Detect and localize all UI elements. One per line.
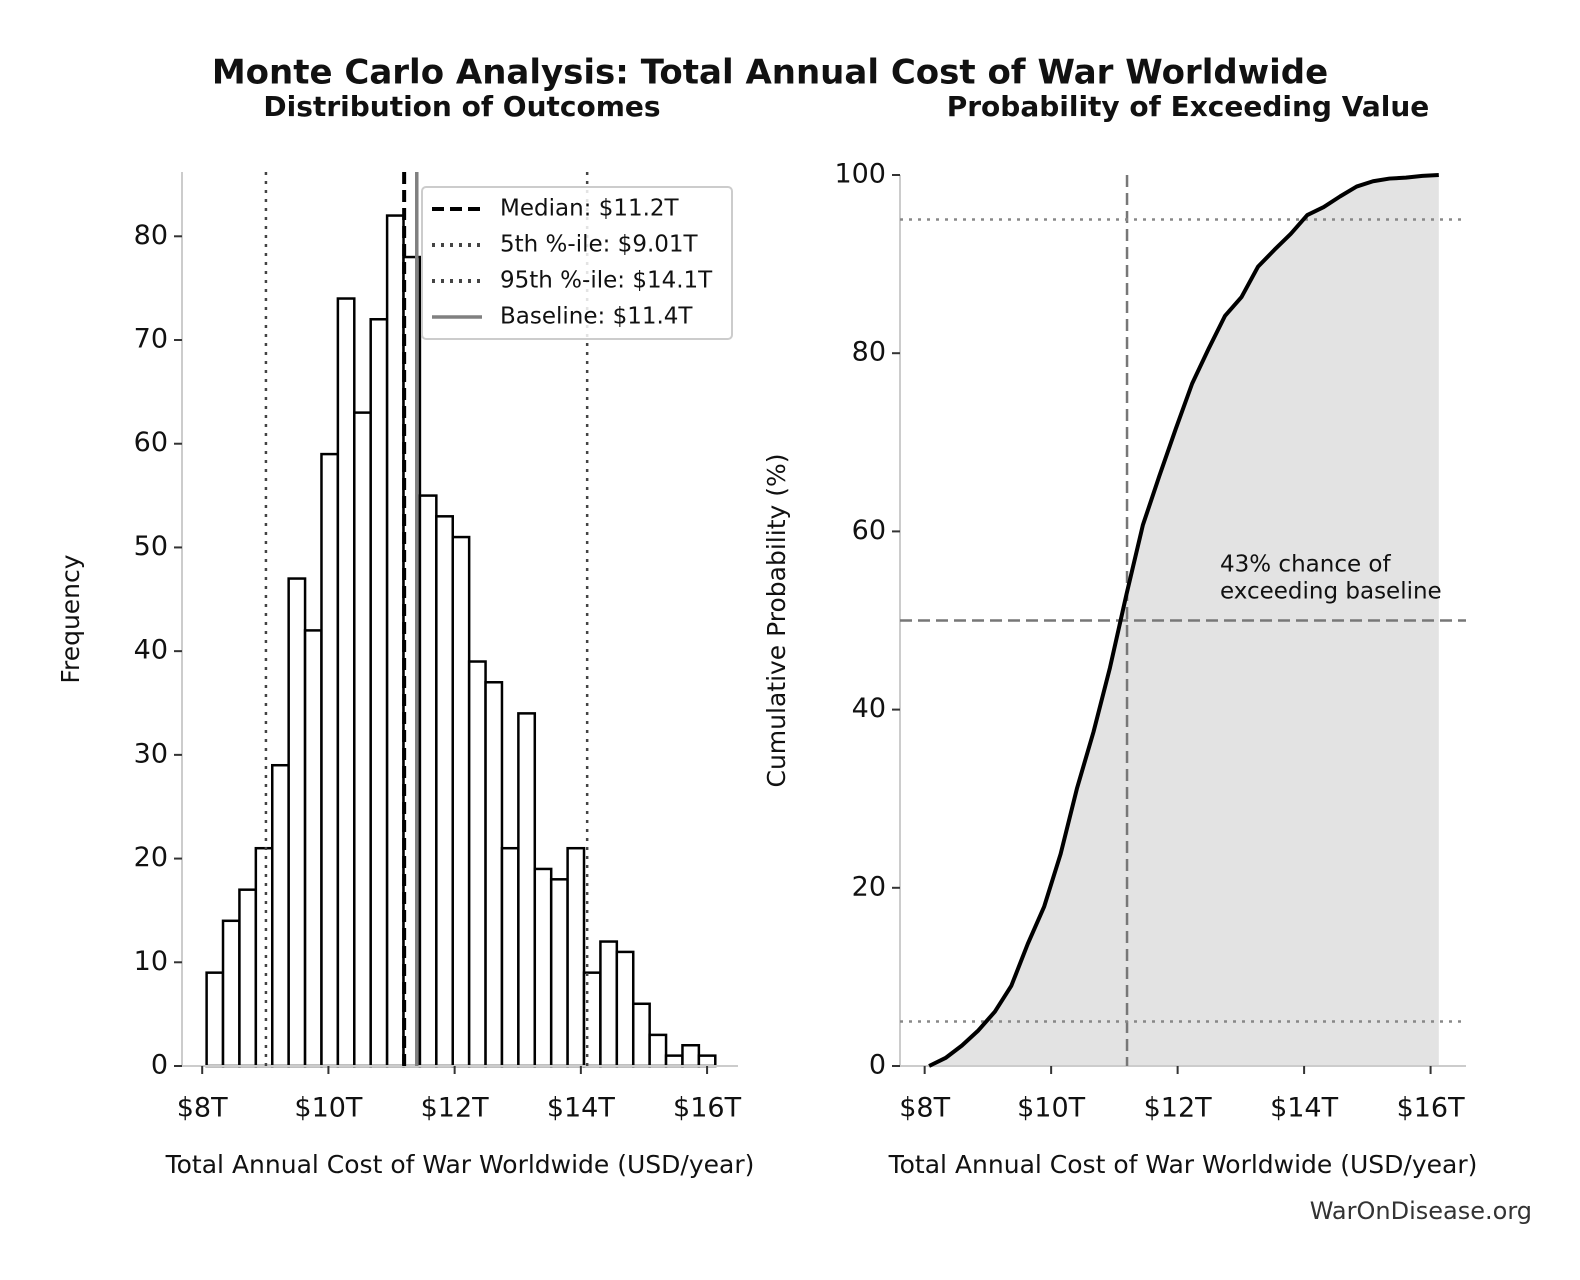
annotation: 43% chance of — [1220, 552, 1392, 578]
y-tick-label: 80 — [852, 337, 886, 368]
bar — [270, 763, 290, 1068]
bar — [353, 411, 372, 1068]
bar — [664, 1054, 684, 1068]
legend-box — [421, 186, 733, 340]
legend-label: 5th %-ile: $9.01T — [500, 232, 699, 258]
bar — [369, 318, 389, 1068]
bar — [648, 1033, 668, 1068]
y-tick-label: 40 — [852, 693, 886, 724]
legend-label: Baseline: $11.4T — [500, 304, 693, 330]
y-tick-label: 0 — [151, 1050, 168, 1081]
x-tick-label: $14T — [547, 1093, 616, 1124]
x-tick-label: $16T — [673, 1093, 742, 1124]
x-tick-label: $12T — [421, 1093, 490, 1124]
subplot-title: Distribution of Outcomes — [263, 90, 660, 123]
bar — [320, 452, 340, 1068]
bar — [303, 629, 323, 1068]
y-tick-label: 60 — [134, 427, 168, 458]
bar — [205, 971, 225, 1068]
x-tick-label: $10T — [1017, 1093, 1086, 1124]
bar — [500, 846, 520, 1068]
y-tick-label: 10 — [134, 946, 168, 977]
bar — [254, 846, 274, 1068]
y-tick-label: 0 — [869, 1050, 886, 1081]
subplot-title: Probability of Exceeding Value — [947, 90, 1430, 123]
bar — [533, 867, 553, 1068]
bar — [681, 1044, 701, 1068]
legend-label: Median: $11.2T — [500, 196, 680, 222]
bar — [566, 846, 586, 1068]
y-tick-label: 30 — [134, 738, 168, 769]
y-tick-label: 100 — [834, 159, 886, 190]
bar — [238, 888, 258, 1068]
y-tick-label: 50 — [134, 531, 168, 562]
y-tick-label: 20 — [852, 871, 886, 902]
bar — [467, 660, 487, 1068]
bar — [517, 712, 537, 1068]
bar — [631, 1002, 651, 1068]
area — [929, 175, 1439, 1066]
bar — [287, 577, 307, 1068]
cdf-line — [928, 173, 1439, 1068]
y-axis-label: Frequency — [56, 554, 85, 683]
x-tick-label: $8T — [899, 1093, 950, 1124]
x-axis-label: Total Annual Cost of War Worldwide (USD/… — [165, 1150, 755, 1179]
y-tick-label: 80 — [134, 220, 168, 251]
bar — [385, 214, 405, 1068]
y-tick-label: 60 — [852, 515, 886, 546]
x-tick-label: $14T — [1270, 1093, 1339, 1124]
bar — [451, 535, 471, 1068]
bar — [435, 515, 454, 1068]
bar — [697, 1054, 717, 1068]
y-tick-label: 70 — [134, 324, 168, 355]
bar — [615, 950, 635, 1068]
bar — [418, 494, 438, 1068]
x-tick-label: $10T — [294, 1093, 363, 1124]
legend-label: 95th %-ile: $14.1T — [500, 268, 713, 294]
y-tick-label: 20 — [134, 842, 168, 873]
y-tick-label: 40 — [134, 635, 168, 666]
bar — [221, 919, 241, 1068]
bar — [599, 940, 619, 1068]
bar — [549, 878, 569, 1068]
y-axis-label: Cumulative Probability (%) — [762, 454, 791, 788]
annotation: exceeding baseline — [1220, 579, 1442, 605]
x-tick-label: $12T — [1144, 1093, 1213, 1124]
source: WarOnDisease.org — [1310, 1197, 1532, 1225]
bar — [484, 681, 504, 1068]
x-tick-label: $16T — [1397, 1093, 1466, 1124]
x-axis-label: Total Annual Cost of War Worldwide (USD/… — [888, 1150, 1478, 1179]
main-title: Monte Carlo Analysis: Total Annual Cost … — [212, 53, 1328, 93]
bar — [336, 297, 356, 1068]
x-tick-label: $8T — [177, 1093, 228, 1124]
